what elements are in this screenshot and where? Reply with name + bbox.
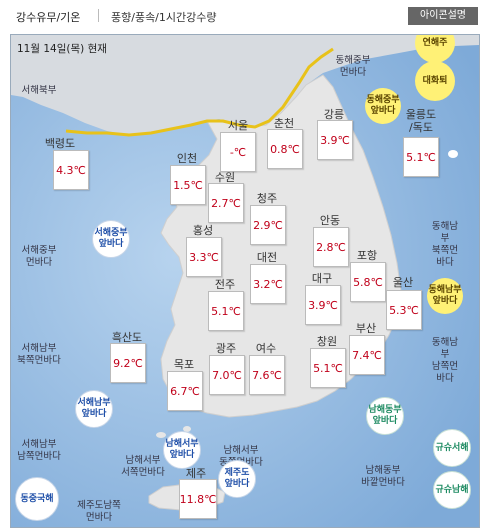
city-label: 여수: [255, 342, 277, 355]
temp-box[interactable]: 5.1℃: [208, 291, 244, 331]
city-label: 포항: [356, 249, 378, 262]
temp-box[interactable]: 1.5℃: [170, 165, 206, 205]
city-label: 울릉도 /독도: [405, 108, 437, 134]
temp-box[interactable]: 2.7℃: [208, 183, 244, 223]
temp-box[interactable]: 7.6℃: [249, 355, 285, 395]
weather-map: 11월 14일(목) 현재 백령도 4.3℃ 서울 -℃ 춘천 0.8℃ 강릉 …: [10, 34, 480, 528]
tab-bar: 강수유무/기온 풍향/풍속/1시간강수량 아이콘설명: [0, 0, 488, 34]
island: [183, 426, 191, 432]
sea-label: 서해중부 먼바다: [21, 245, 57, 268]
city-label: 창원: [316, 335, 338, 348]
city-label: 울산: [392, 276, 414, 289]
city-label: 청주: [256, 192, 278, 205]
city-label: 부산: [355, 322, 377, 335]
area-bubble-west-central-coast[interactable]: 서해중부 앞바다: [92, 220, 130, 258]
sea-label: 남해서부 서쪽먼바다: [121, 455, 165, 478]
sea-label: 서해북부: [21, 85, 57, 96]
city-label: 강릉: [323, 108, 345, 121]
temp-box[interactable]: 3.9℃: [305, 285, 341, 325]
ulleung-island: [448, 150, 458, 158]
city-label: 광주: [215, 342, 237, 355]
island: [156, 432, 166, 438]
temp-box[interactable]: -℃: [220, 132, 256, 172]
tab-separator: [98, 9, 99, 22]
temp-box[interactable]: 2.8℃: [313, 227, 349, 267]
tab-wind[interactable]: 풍향/풍속/1시간강수량: [111, 11, 217, 24]
sea-label: 서해남부 남쪽먼바다: [17, 439, 61, 462]
city-label: 전주: [214, 278, 236, 291]
sea-label: 서해남부 북쪽먼바다: [17, 343, 61, 366]
temp-box[interactable]: 5.1℃: [310, 348, 346, 388]
temp-box[interactable]: 7.4℃: [349, 335, 385, 375]
area-bubble-west-south-coast[interactable]: 서해남부 앞바다: [75, 390, 113, 428]
sea-label: 동해남부 북쪽먼바다: [431, 221, 459, 268]
city-label: 대전: [256, 251, 278, 264]
temp-box[interactable]: 5.1℃: [403, 137, 439, 177]
city-label: 안동: [319, 214, 341, 227]
area-bubble-south-west-coast[interactable]: 남해서부 앞바다: [163, 431, 201, 469]
city-label: 수원: [214, 171, 236, 184]
icon-legend-button[interactable]: 아이콘설명: [408, 7, 478, 25]
temp-box[interactable]: 5.8℃: [350, 262, 386, 302]
area-bubble-kyushu-south[interactable]: 규슈남해: [433, 471, 471, 509]
sea-label: 남해동부 바깥먼바다: [361, 465, 405, 488]
city-label: 인천: [176, 152, 198, 165]
city-label: 백령도: [44, 137, 76, 150]
area-bubble-east-south-coast[interactable]: 동해남부 앞바다: [427, 278, 463, 314]
area-bubble-jeju-coast[interactable]: 제주도 앞바다: [218, 460, 256, 498]
temp-box[interactable]: 3.3℃: [186, 237, 222, 277]
tab-precip-temp[interactable]: 강수유무/기온: [16, 11, 81, 24]
sea-label: 동해남부 남쪽먼바다: [431, 337, 459, 384]
northern-limit-line: [65, 47, 334, 137]
area-bubble-east-china-sea[interactable]: 동중국해: [15, 477, 59, 521]
area-bubble-east-central-coast[interactable]: 동해중부 앞바다: [365, 88, 401, 124]
sea-label: 동해중부 먼바다: [335, 55, 371, 78]
current-date: 11월 14일(목) 현재: [17, 43, 107, 55]
temp-box[interactable]: 5.3℃: [386, 290, 422, 330]
city-label: 흑산도: [111, 331, 143, 344]
city-label: 춘천: [273, 117, 295, 130]
temp-box[interactable]: 3.9℃: [317, 120, 353, 160]
area-bubble-daehwatoe[interactable]: 대화퇴: [415, 61, 455, 101]
area-bubble-kyushu-west[interactable]: 규슈서해: [433, 429, 471, 467]
sea-label: 제주도남쪽 먼바다: [77, 500, 121, 523]
temp-box[interactable]: 11.8℃: [179, 479, 217, 519]
temp-box[interactable]: 4.3℃: [53, 150, 89, 190]
temp-box[interactable]: 6.7℃: [167, 371, 203, 411]
temp-box[interactable]: 2.9℃: [250, 205, 286, 245]
temp-box[interactable]: 9.2℃: [110, 343, 146, 383]
city-label: 목포: [173, 358, 195, 371]
city-label: 제주: [185, 467, 207, 480]
city-label: 대구: [311, 272, 333, 285]
area-bubble-south-east-coast[interactable]: 남해동부 앞바다: [366, 397, 404, 435]
city-label: 서울: [227, 119, 249, 132]
temp-box[interactable]: 0.8℃: [267, 129, 303, 169]
map-background: [11, 35, 479, 527]
temp-box[interactable]: 3.2℃: [250, 264, 286, 304]
temp-box[interactable]: 7.0℃: [209, 355, 245, 395]
city-label: 홍성: [192, 224, 214, 237]
north-land: [11, 35, 479, 135]
